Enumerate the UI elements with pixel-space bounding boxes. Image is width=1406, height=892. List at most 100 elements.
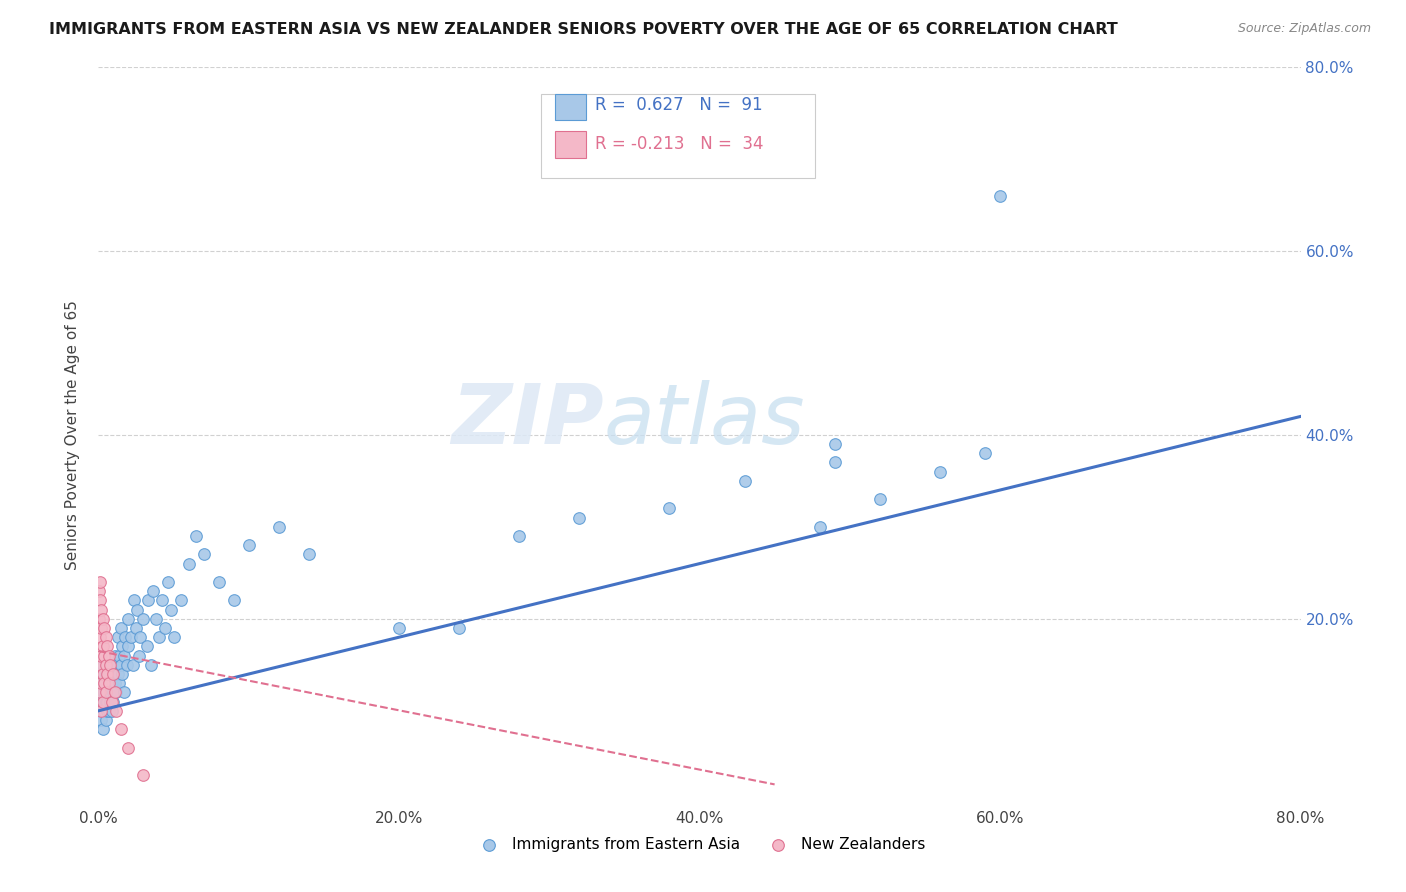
Point — [97, 667, 120, 681]
Point — [97, 676, 120, 690]
Point — [150, 593, 173, 607]
Point — [94, 657, 117, 672]
Point — [148, 630, 170, 644]
Point — [988, 188, 1011, 202]
Point — [93, 695, 115, 709]
Point — [89, 657, 111, 672]
Point — [238, 538, 260, 552]
Point — [105, 657, 128, 672]
Point — [139, 657, 162, 672]
Text: R =  0.627   N =  91: R = 0.627 N = 91 — [595, 96, 762, 114]
Text: IMMIGRANTS FROM EASTERN ASIA VS NEW ZEALANDER SENIORS POVERTY OVER THE AGE OF 65: IMMIGRANTS FROM EASTERN ASIA VS NEW ZEAL… — [49, 22, 1118, 37]
Point — [90, 695, 112, 709]
Point — [107, 667, 129, 681]
Point — [91, 657, 114, 672]
Point — [105, 704, 128, 718]
Point — [96, 704, 118, 718]
Point — [734, 474, 756, 488]
Point — [117, 640, 139, 654]
Point — [91, 704, 114, 718]
Point — [100, 685, 122, 699]
Point — [91, 640, 114, 654]
Point — [184, 529, 207, 543]
Point — [97, 648, 120, 663]
Text: atlas: atlas — [603, 380, 806, 460]
Point — [94, 685, 117, 699]
Point — [94, 630, 117, 644]
Point — [108, 676, 131, 690]
Point — [103, 667, 125, 681]
Point — [104, 648, 127, 663]
Point — [929, 465, 952, 479]
Point — [117, 612, 139, 626]
Point — [132, 768, 155, 782]
Point — [89, 630, 111, 644]
Point — [104, 676, 127, 690]
Point — [103, 685, 125, 699]
Point — [93, 685, 115, 699]
Point — [193, 548, 215, 562]
Point — [808, 520, 831, 534]
Point — [94, 667, 117, 681]
Point — [90, 676, 112, 690]
Point — [89, 612, 111, 626]
Point — [114, 630, 136, 644]
Point — [111, 640, 134, 654]
Point — [96, 667, 118, 681]
Point — [91, 695, 114, 709]
Point — [121, 630, 143, 644]
Point — [90, 704, 112, 718]
Point — [127, 602, 149, 616]
Point — [136, 593, 159, 607]
Text: R = -0.213   N =  34: R = -0.213 N = 34 — [595, 135, 763, 153]
Point — [105, 685, 128, 699]
Point — [145, 612, 167, 626]
Point — [177, 557, 200, 571]
Point — [108, 648, 131, 663]
Point — [135, 640, 157, 654]
Point — [117, 740, 139, 755]
Point — [104, 685, 127, 699]
Point — [89, 704, 111, 718]
Point — [93, 676, 115, 690]
Point — [89, 593, 111, 607]
Point — [122, 657, 145, 672]
Point — [90, 667, 112, 681]
Point — [89, 685, 111, 699]
Point — [107, 630, 129, 644]
Point — [91, 667, 114, 681]
Text: ZIP: ZIP — [451, 380, 603, 460]
Point — [267, 520, 290, 534]
Point — [90, 621, 112, 635]
Point — [170, 593, 193, 607]
Point — [110, 657, 132, 672]
Point — [90, 713, 112, 727]
Point — [153, 621, 176, 635]
Point — [96, 657, 118, 672]
Point — [162, 630, 184, 644]
Point — [89, 584, 111, 599]
Point — [658, 501, 681, 516]
Point — [101, 704, 124, 718]
Point — [508, 529, 530, 543]
Point — [94, 695, 117, 709]
Point — [100, 657, 122, 672]
Point — [222, 593, 245, 607]
Point — [115, 657, 138, 672]
Point — [90, 602, 112, 616]
Point — [93, 676, 115, 690]
Point — [100, 695, 122, 709]
Point — [141, 584, 163, 599]
Point — [112, 648, 135, 663]
Point — [93, 704, 115, 718]
Point — [974, 446, 997, 460]
Point — [125, 621, 148, 635]
Point — [89, 676, 111, 690]
Legend: Immigrants from Eastern Asia, New Zealanders: Immigrants from Eastern Asia, New Zealan… — [467, 830, 932, 858]
Point — [97, 676, 120, 690]
Point — [159, 602, 181, 616]
Point — [110, 621, 132, 635]
Point — [97, 704, 120, 718]
Point — [388, 621, 411, 635]
Point — [93, 621, 115, 635]
